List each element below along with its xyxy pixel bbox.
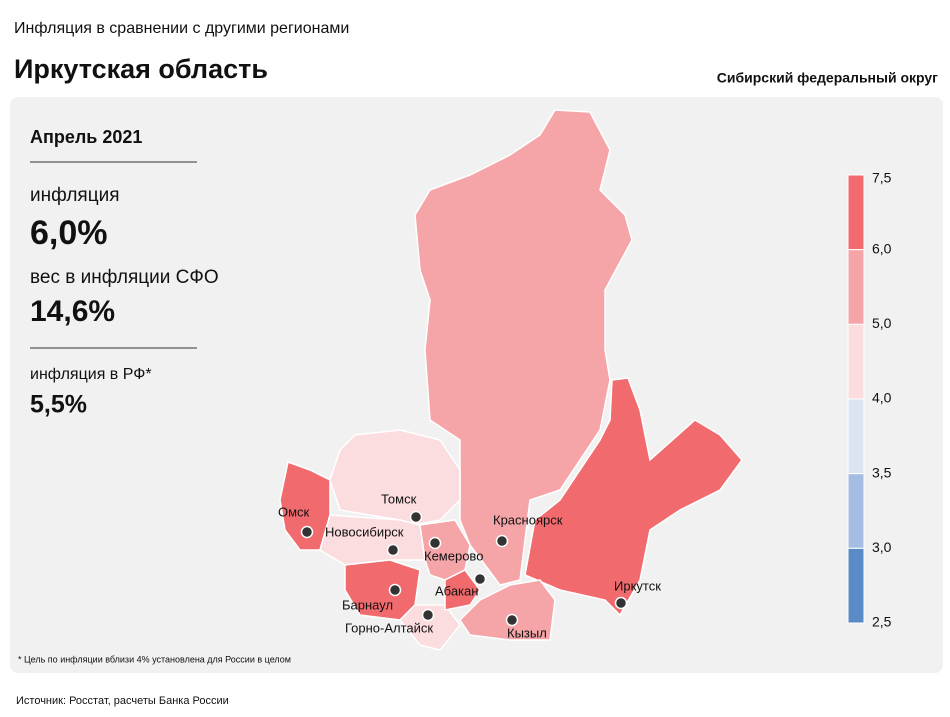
- weight-value: 14,6%: [30, 295, 115, 328]
- period: Апрель 2021: [30, 127, 142, 147]
- city-dot: [614, 596, 628, 610]
- rf-label: инфляция в РФ*: [30, 366, 152, 383]
- city-dot: [421, 608, 435, 622]
- city-label: Кемерово: [424, 548, 483, 563]
- title: Иркутская область: [14, 54, 268, 84]
- legend-label: 2,5: [872, 614, 892, 630]
- subtitle: Инфляция в сравнении с другими регионами: [14, 20, 349, 37]
- weight-label: вес в инфляции СФО: [30, 267, 219, 288]
- inflation-label: инфляция: [30, 185, 119, 206]
- city-dot: [505, 613, 519, 627]
- inflation-value: 6,0%: [30, 214, 108, 252]
- legend-label: 4,0: [872, 390, 892, 406]
- region: [329, 429, 461, 526]
- rf-value: 5,5%: [30, 391, 87, 419]
- region: [524, 377, 743, 617]
- legend-band: [847, 473, 865, 549]
- legend-band: [847, 547, 865, 624]
- footnote: * Цель по инфляции вблизи 4% установлена…: [18, 654, 291, 664]
- legend: 7,5 6,0 5,0 4,0 3,5 3,0 2,5: [847, 170, 892, 630]
- legend-label: 3,5: [872, 464, 892, 480]
- legend-band: [847, 249, 865, 325]
- legend-label: 6,0: [872, 240, 892, 256]
- region: [414, 109, 633, 586]
- legend-band: [847, 174, 865, 251]
- legend-label: 7,5: [872, 170, 892, 186]
- city-dot: [428, 536, 442, 550]
- legend-band: [847, 398, 865, 475]
- region: [459, 579, 556, 641]
- city-label: Красноярск: [493, 512, 563, 527]
- city-dot: [386, 543, 400, 557]
- city-label: Томск: [381, 491, 417, 506]
- city-label: Омск: [278, 504, 310, 519]
- map: [279, 109, 743, 651]
- city-label: Новосибирск: [325, 524, 404, 539]
- legend-band: [847, 323, 865, 400]
- city-dot: [495, 534, 509, 548]
- region: [444, 569, 481, 611]
- district: Сибирский федеральный округ: [717, 70, 938, 86]
- city-dot: [409, 510, 423, 524]
- legend-label: 5,0: [872, 315, 892, 331]
- city-label: Иркутск: [614, 578, 661, 593]
- city-dot: [473, 572, 487, 586]
- legend-label: 3,0: [872, 539, 892, 555]
- city-label: Горно-Алтайск: [345, 620, 433, 635]
- city-label: Кызыл: [507, 625, 547, 640]
- city-dot: [300, 525, 314, 539]
- region: [319, 514, 426, 566]
- source: Источник: Росстат, расчеты Банка России: [16, 695, 229, 707]
- city-label: Абакан: [435, 583, 478, 598]
- city-dot: [388, 583, 402, 597]
- city-label: Барнаул: [342, 597, 393, 612]
- cities: Омск Томск Новосибирск Красноярск Кемерово Аб…: [278, 491, 661, 640]
